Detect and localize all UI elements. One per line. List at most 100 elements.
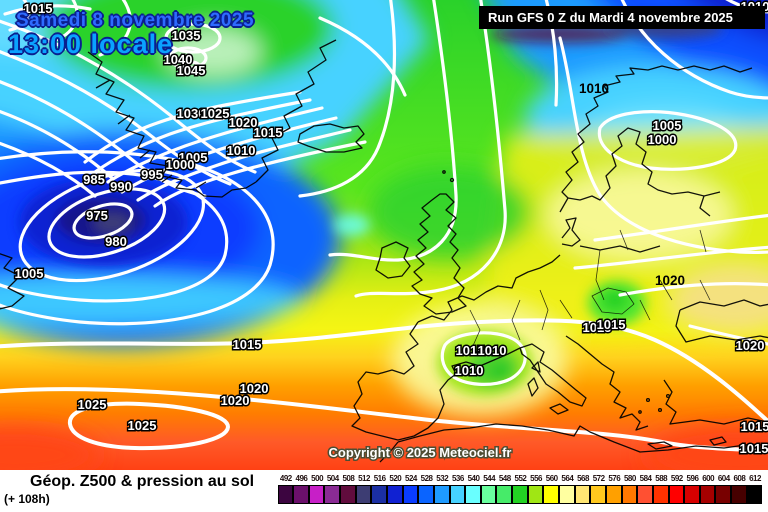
colorbar-cell: 584 xyxy=(637,474,654,504)
pressure-label: 1015 xyxy=(254,125,283,140)
colorbar-value: 608 xyxy=(733,474,746,483)
pressure-label: 1020 xyxy=(229,115,258,130)
pressure-label: 1000 xyxy=(648,132,677,147)
colorbar-cell: 524 xyxy=(402,474,419,504)
colorbar-value: 592 xyxy=(670,474,683,483)
colorbar-value: 528 xyxy=(420,474,433,483)
colorbar-cell: 552 xyxy=(512,474,529,504)
footer-strip: Géop. Z500 & pression au sol (+ 108h) 49… xyxy=(0,470,768,512)
colorbar-swatch xyxy=(543,485,560,504)
pressure-label: 1005 xyxy=(179,150,208,165)
pressure-label: 1015 xyxy=(741,419,768,434)
colorbar-cell: 596 xyxy=(684,474,701,504)
colorbar-swatch xyxy=(574,485,591,504)
colorbar-value: 512 xyxy=(358,474,370,483)
colorbar-swatch xyxy=(496,485,513,504)
model-run-bar: Run GFS 0 Z du Mardi 4 novembre 2025 xyxy=(479,6,765,29)
colorbar-cell: 512 xyxy=(355,474,372,504)
colorbar-cell: 536 xyxy=(449,474,466,504)
pressure-label: 1020 xyxy=(221,393,250,408)
colorbar-value: 500 xyxy=(311,474,324,483)
colorbar-value: 548 xyxy=(498,474,511,483)
colorbar-value: 544 xyxy=(483,474,496,483)
pressure-label: 1015 xyxy=(456,343,485,358)
colorbar-swatch xyxy=(308,485,325,504)
colorbar-value: 588 xyxy=(655,474,668,483)
pressure-label: 1020 xyxy=(655,273,685,288)
colorbar-value: 596 xyxy=(686,474,699,483)
colorbar-cell: 612 xyxy=(746,474,763,504)
colorbar-swatch xyxy=(386,485,403,504)
colorbar-swatch xyxy=(621,485,638,504)
colorbar-swatch xyxy=(715,485,732,504)
pressure-label: 1030 xyxy=(177,106,206,121)
colorbar-value: 524 xyxy=(405,474,417,483)
colorbar-swatch xyxy=(324,485,341,504)
colorbar-swatch xyxy=(652,485,669,504)
colorbar-cell: 556 xyxy=(527,474,544,504)
forecast-lead-time: (+ 108h) xyxy=(4,492,50,506)
colorbar-swatch xyxy=(668,485,685,504)
colorbar-value: 612 xyxy=(749,474,761,483)
pressure-label: 1015 xyxy=(740,441,768,456)
pressure-label: 1010 xyxy=(455,363,484,378)
pressure-label: 1000 xyxy=(166,157,195,172)
colorbar-swatch xyxy=(402,485,419,504)
pressure-label: 1020 xyxy=(736,338,765,353)
copyright-text: Copyright © 2025 Meteociel.fr xyxy=(329,445,512,460)
colorbar-swatch xyxy=(605,485,622,504)
pressure-label: 995 xyxy=(141,167,163,182)
colorbar-swatch xyxy=(433,485,450,504)
colorbar-swatch xyxy=(699,485,716,504)
colorbar-cell: 544 xyxy=(480,474,497,504)
colorbar-cell: 576 xyxy=(605,474,622,504)
colorbar: 492 496 500 504 508 512 516 520 524 528 532 536 540 5… xyxy=(277,474,763,504)
contour-lines xyxy=(0,0,768,452)
colorbar-value: 536 xyxy=(451,474,464,483)
colorbar-value: 572 xyxy=(592,474,605,483)
colorbar-value: 560 xyxy=(545,474,558,483)
colorbar-swatch xyxy=(480,485,497,504)
colorbar-value: 516 xyxy=(373,474,386,483)
colorbar-swatch xyxy=(371,485,387,504)
colorbar-swatch xyxy=(731,485,747,504)
colorbar-swatch xyxy=(293,485,309,504)
pressure-label: 1015 xyxy=(233,337,262,352)
colorbar-cell: 496 xyxy=(293,474,310,504)
pressure-label: 1035 xyxy=(172,28,201,43)
pressure-label: 1015 xyxy=(583,320,612,335)
colorbar-swatch xyxy=(746,485,763,504)
colorbar-value: 604 xyxy=(717,474,730,483)
pressure-label: 1045 xyxy=(177,63,206,78)
pressure-label: 985 xyxy=(83,172,105,187)
colorbar-cell: 604 xyxy=(715,474,732,504)
colorbar-value: 600 xyxy=(702,474,715,483)
colorbar-value: 504 xyxy=(326,474,339,483)
pressure-label: 980 xyxy=(105,234,127,249)
pressure-labels: 1015103510401045103010251020101510101005… xyxy=(13,0,768,458)
colorbar-cell: 548 xyxy=(496,474,513,504)
colorbar-value: 532 xyxy=(436,474,449,483)
map-canvas: 1015103510401045103010251020101510101005… xyxy=(0,0,768,470)
colorbar-cell: 568 xyxy=(574,474,591,504)
map-parameter-title: Géop. Z500 & pression au sol xyxy=(30,473,255,490)
colorbar-value: 520 xyxy=(389,474,402,483)
pressure-label: 1025 xyxy=(128,418,157,433)
colorbar-cell: 532 xyxy=(433,474,450,504)
colorbar-swatch xyxy=(418,485,434,504)
pressure-label: 975 xyxy=(86,208,108,223)
colorbar-cell: 592 xyxy=(668,474,685,504)
pressure-label: 1040 xyxy=(164,52,193,67)
colorbar-swatch xyxy=(465,485,481,504)
colorbar-cell: 580 xyxy=(621,474,638,504)
colorbar-swatch xyxy=(559,485,575,504)
colorbar-value: 492 xyxy=(279,474,292,483)
pressure-label: 1010 xyxy=(478,343,507,358)
colorbar-cell: 500 xyxy=(308,474,325,504)
colorbar-cell: 492 xyxy=(277,474,294,504)
colorbar-swatch xyxy=(340,485,356,504)
pressure-label: 1020 xyxy=(240,381,269,396)
colorbar-cell: 516 xyxy=(371,474,388,504)
colorbar-value: 580 xyxy=(623,474,636,483)
colorbar-value: 564 xyxy=(561,474,574,483)
